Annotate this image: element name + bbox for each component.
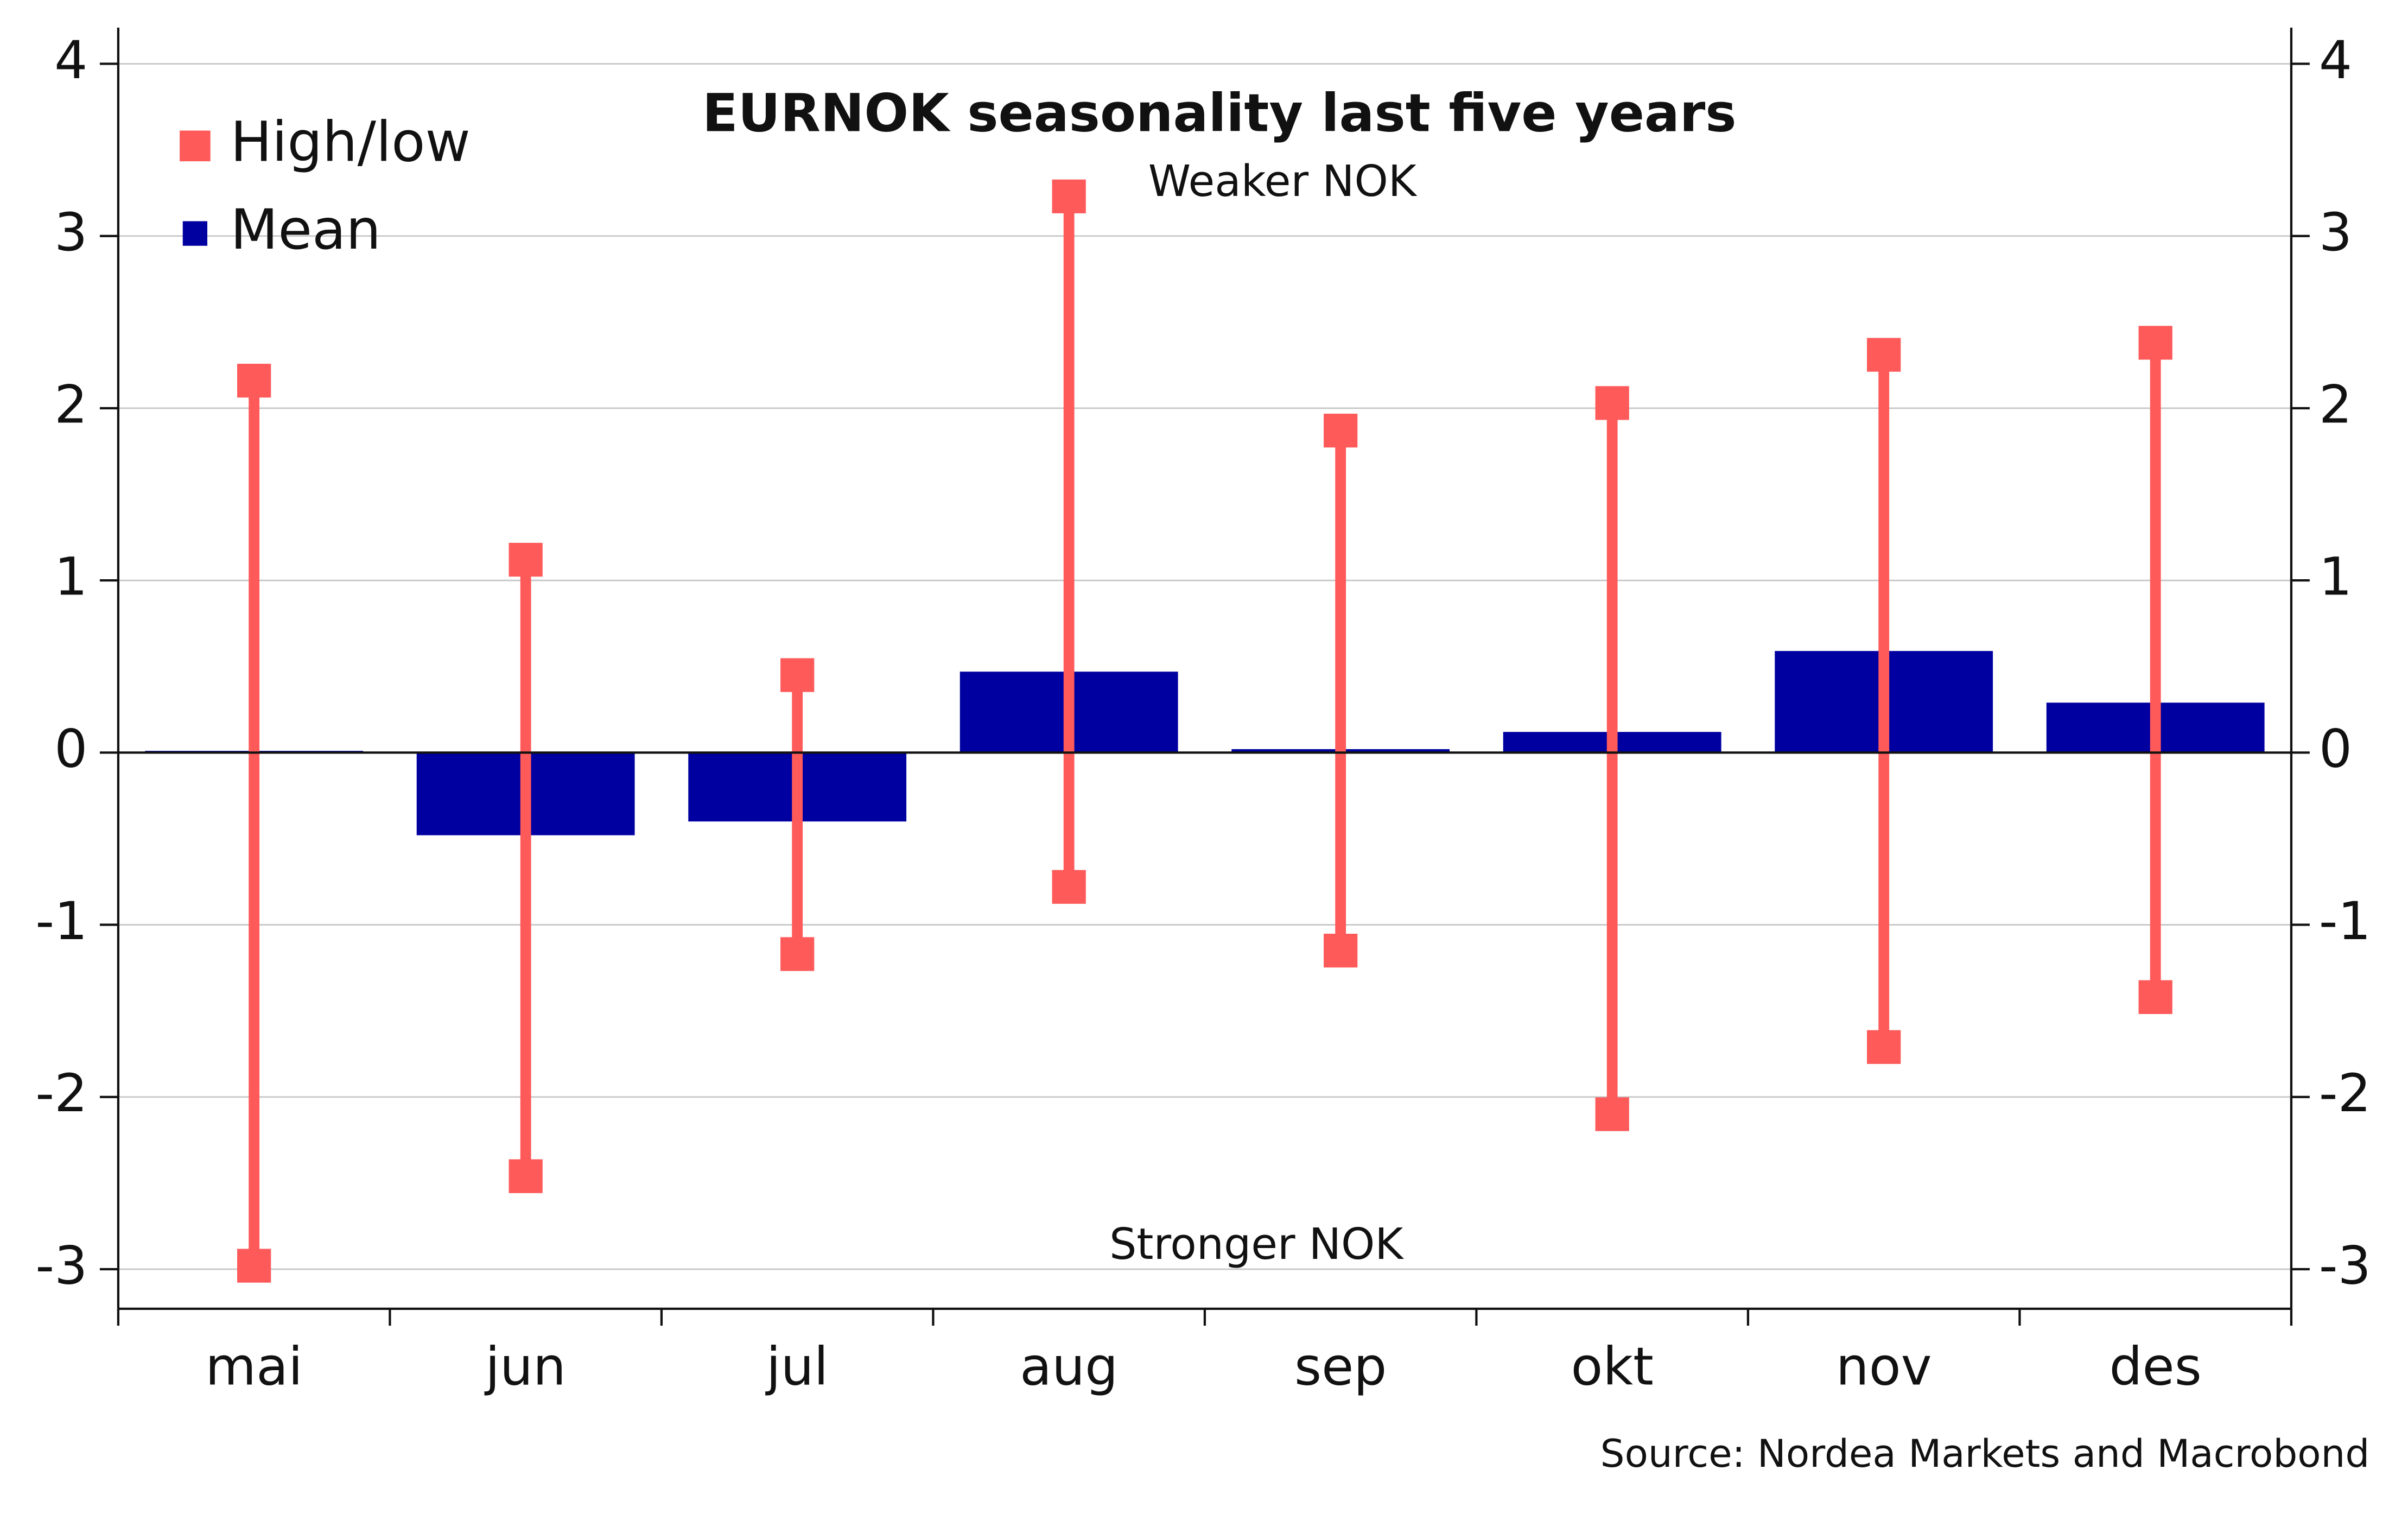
legend-swatch — [182, 221, 208, 246]
low-marker — [237, 1249, 271, 1283]
x-tick-label: nov — [1836, 1336, 1932, 1397]
legend-swatch — [180, 130, 211, 162]
y2-tick-label: 0 — [2319, 719, 2352, 780]
y2-tick-label: -3 — [2319, 1235, 2371, 1296]
high-marker — [780, 658, 815, 692]
y2-tick-label: -2 — [2319, 1063, 2371, 1124]
legend-label: High/low — [230, 110, 470, 175]
y2-tick-label: 2 — [2319, 374, 2352, 435]
low-marker — [1867, 1030, 1901, 1064]
x-tick-label: mai — [205, 1336, 302, 1397]
y-tick-label: -3 — [35, 1235, 87, 1296]
low-marker — [1324, 934, 1358, 968]
x-tick-label: jun — [484, 1336, 566, 1397]
x-tick-label: jul — [765, 1336, 828, 1397]
high-marker — [1595, 386, 1629, 420]
high-marker — [1052, 179, 1086, 213]
high-marker — [509, 542, 543, 577]
low-marker — [780, 937, 815, 971]
annotation: Weaker NOK — [1148, 156, 1418, 206]
y-tick-label: 3 — [54, 202, 87, 263]
high-marker — [237, 364, 271, 398]
y-tick-label: 2 — [54, 374, 87, 435]
x-tick-label: des — [2109, 1336, 2201, 1397]
low-marker — [509, 1159, 543, 1193]
y-tick-label: 0 — [54, 719, 87, 780]
low-marker — [1595, 1097, 1629, 1131]
y-tick-label: 4 — [54, 30, 87, 91]
y-tick-label: 1 — [54, 547, 87, 607]
annotation: Stronger NOK — [1109, 1219, 1404, 1269]
y2-tick-label: -1 — [2319, 891, 2371, 952]
low-marker — [2138, 980, 2172, 1014]
low-marker — [1052, 870, 1086, 904]
high-marker — [1867, 338, 1901, 372]
y-tick-label: -1 — [35, 891, 87, 952]
source: Source: Nordea Markets and Macrobond — [1600, 1431, 2370, 1476]
y2-tick-label: 3 — [2319, 202, 2352, 263]
legend-label: Mean — [230, 198, 381, 262]
x-tick-label: sep — [1294, 1336, 1387, 1397]
y2-tick-label: 1 — [2319, 547, 2352, 607]
chart-title: EURNOK seasonality last five years — [702, 83, 1737, 143]
high-marker — [1324, 414, 1358, 448]
y2-tick-label: 4 — [2319, 30, 2352, 91]
high-marker — [2138, 326, 2172, 360]
y-tick-label: -2 — [35, 1063, 87, 1124]
x-tick-label: okt — [1571, 1336, 1654, 1397]
x-tick-label: aug — [1020, 1336, 1118, 1397]
